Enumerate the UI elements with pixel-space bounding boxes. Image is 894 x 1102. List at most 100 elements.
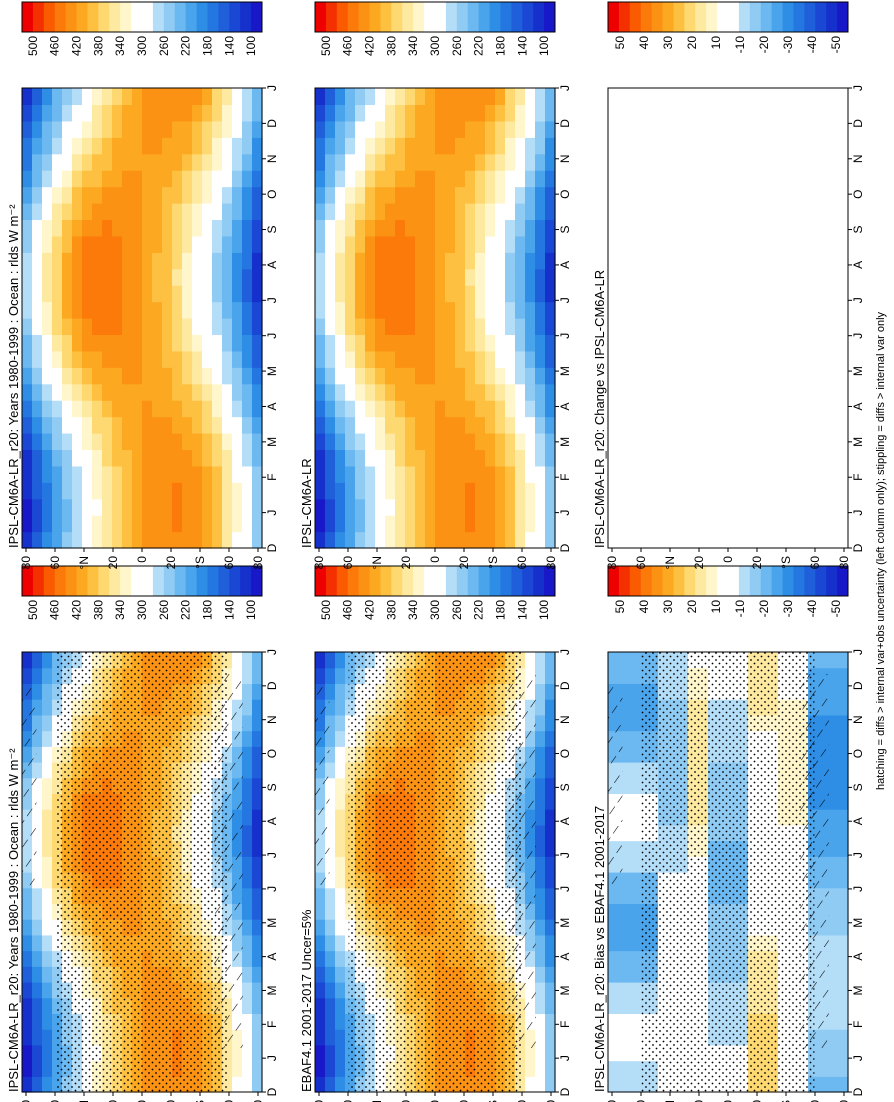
heatmap-cell [415,104,426,122]
heatmap-cell [698,268,709,286]
heatmap-cell [162,104,173,122]
heatmap-cell [728,88,739,106]
heatmap-cell [415,350,426,368]
heatmap-cell [838,449,849,467]
heatmap-cell [445,334,456,352]
heatmap-cell [778,531,789,549]
heatmap-cell [365,482,376,500]
footer-note: hatching = diffs > internal var+obs unce… [875,311,887,790]
heatmap-cell [32,903,43,920]
heatmap-cell [808,137,819,155]
heatmap-cell [415,318,426,336]
heatmap-cell [778,285,789,303]
heatmap-cell [818,1044,829,1062]
heatmap-cell [778,235,789,253]
heatmap-cell [22,433,33,451]
heatmap-cell [335,809,346,826]
heatmap-cell [162,186,173,204]
heatmap-cell [172,88,183,106]
heatmap-cell [738,318,749,336]
heatmap-cell [142,367,153,385]
heatmap-cell [708,433,719,451]
heatmap-cell [202,334,213,352]
heatmap-cell [375,367,386,385]
heatmap-cell [365,383,376,401]
heatmap-cell [535,416,546,434]
heatmap-cell [32,88,43,106]
heatmap-cell [415,433,426,451]
heatmap-cell [535,433,546,451]
heatmap-cell [758,137,769,155]
heatmap-cell [808,482,819,500]
colorbar-swatch [706,566,718,596]
heatmap-cell [435,203,446,221]
heatmap-cell [142,416,153,434]
heatmap-cell [818,104,829,122]
heatmap-cell [375,153,386,171]
heatmap-cell [798,416,809,434]
heatmap-cell [132,334,143,352]
heatmap-cell [535,714,546,732]
heatmap-cell [718,400,729,418]
colorbar-tick-label: 10 [709,36,723,50]
heatmap-cell [32,334,43,352]
heatmap-cell [365,104,376,122]
heatmap-cell [425,531,436,549]
chart-panel-5: DJFMAMJJASONDJ8060°N20020°S6080IPSL-CM6A… [592,565,865,1102]
heatmap-cell [445,498,456,516]
heatmap-cell [172,203,183,221]
heatmap-cell [688,137,699,155]
heatmap-cell [92,350,103,368]
heatmap-cell [628,997,639,1015]
heatmap-cell [222,465,233,483]
heatmap-cell [688,498,699,516]
heatmap-cell [132,252,143,270]
heatmap-cell [638,252,649,270]
hatching-overlay [22,687,37,886]
heatmap-cell [618,777,629,795]
heatmap-cell [375,498,386,516]
heatmap-cell [838,856,849,873]
colorbar-tick-label: 380 [91,36,105,56]
heatmap-cell [242,652,253,669]
heatmap-cell [748,350,759,368]
heatmap-cell [798,350,809,368]
x-tick-label: J [265,649,279,655]
colorbar-tick-label: 140 [222,36,236,56]
heatmap-cell [385,137,396,155]
heatmap-cell [32,934,43,952]
heatmap-cell [325,104,336,122]
heatmap-cell [365,235,376,253]
heatmap-cell [768,203,779,221]
heatmap-cell [838,531,849,549]
heatmap-cell [375,531,386,549]
heatmap-cell [485,531,496,549]
heatmap-cell [162,153,173,171]
heatmap-cell [355,235,366,253]
heatmap-cell [162,235,173,253]
heatmap-cell [112,235,123,253]
heatmap-cell [828,997,839,1015]
heatmap-cell [162,515,173,533]
colorbar-swatch [347,2,360,32]
heatmap-cell [415,515,426,533]
heatmap-cell [325,903,336,920]
heatmap-cell [525,153,536,171]
heatmap-cell [485,301,496,319]
heatmap-cell [638,334,649,352]
heatmap-cell [182,531,193,549]
heatmap-cell [242,186,253,204]
heatmap-cell [608,667,619,685]
heatmap-cell [698,433,709,451]
heatmap-cell [405,170,416,188]
heatmap-cell [365,219,376,237]
colorbar-swatch [500,566,512,596]
heatmap-cell [152,482,163,500]
heatmap-cell [242,903,253,920]
heatmap-cell [82,153,93,171]
heatmap-cell [365,120,376,138]
heatmap-cell [345,318,356,336]
heatmap-cell [202,465,213,483]
heatmap-cell [405,400,416,418]
